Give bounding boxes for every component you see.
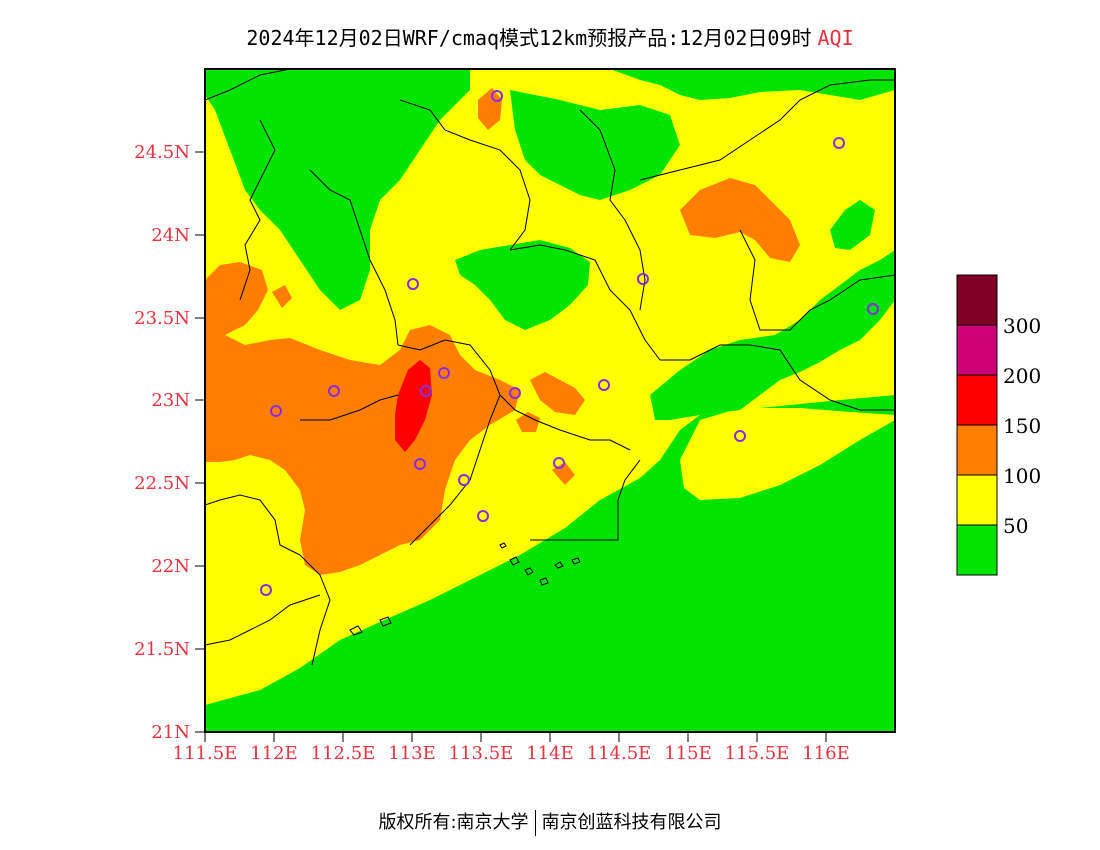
lon-tick-label: 115.5E	[725, 743, 790, 764]
station-marker	[553, 457, 565, 469]
legend-swatch-hazardous	[957, 275, 997, 325]
station-marker	[491, 90, 503, 102]
good-zone-center	[455, 240, 590, 330]
legend-label: 200	[1003, 364, 1041, 388]
station-marker	[458, 474, 470, 486]
good-zone-east-small	[830, 200, 875, 250]
title-variable: AQI	[817, 26, 854, 50]
legend-swatch-very-unhealthy	[957, 325, 997, 375]
footer-copyright: 版权所有:南京大学	[378, 812, 529, 833]
lon-tick-label: 113.5E	[449, 743, 514, 764]
sensitive-zone-north	[478, 88, 502, 130]
lat-tick-label: 21N	[151, 722, 190, 743]
station-marker	[637, 273, 649, 285]
sensitive-zone-east	[680, 178, 800, 262]
station-marker	[270, 405, 282, 417]
lon-tick-label: 111.5E	[173, 743, 238, 764]
station-marker	[833, 137, 845, 149]
legend-label: 300	[1003, 314, 1041, 338]
unhealthy-zone	[395, 360, 432, 452]
lat-tick-label: 22N	[151, 556, 190, 577]
island-outlines	[349, 542, 581, 636]
lon-tick-label: 115E	[664, 743, 712, 764]
station-marker	[414, 458, 426, 470]
title-text: 2024年12月02日WRF/cmaq模式12km预报产品:12月02日09时	[246, 26, 812, 50]
good-zone-north-center	[510, 90, 680, 200]
good-zone-north	[205, 69, 470, 310]
footer-divider	[534, 810, 536, 836]
sensitive-zone-center-east	[530, 372, 585, 415]
sensitive-zone-small-2	[516, 412, 540, 432]
station-marker	[420, 385, 432, 397]
lat-tick-label: 23N	[151, 390, 190, 411]
lat-tick-label: 21.5N	[134, 639, 190, 660]
lon-axis: 111.5E 112E 112.5E 113E 113.5E 114E 114.…	[173, 732, 850, 764]
sensitive-zone-west	[205, 262, 520, 575]
station-marker	[477, 510, 489, 522]
station-marker	[328, 385, 340, 397]
legend-swatch-sensitive	[957, 425, 997, 475]
map-title: 2024年12月02日WRF/cmaq模式12km预报产品:12月02日09时 A…	[0, 22, 1100, 51]
station-marker	[509, 387, 521, 399]
lon-tick-label: 116E	[802, 743, 850, 764]
legend-label: 50	[1003, 514, 1028, 538]
station-marker	[260, 584, 272, 596]
legend-swatch-moderate	[957, 475, 997, 525]
sensitive-zone-small-1	[272, 285, 292, 308]
legend-swatch-unhealthy	[957, 375, 997, 425]
legend-label: 150	[1003, 414, 1041, 438]
lat-tick-label: 23.5N	[134, 308, 190, 329]
lon-tick-label: 114E	[526, 743, 574, 764]
lon-tick-label: 113E	[388, 743, 436, 764]
station-marker	[734, 430, 746, 442]
station-marker	[867, 303, 879, 315]
good-zone-north-2	[270, 69, 345, 170]
copyright-footer: 版权所有:南京大学 南京创蓝科技有限公司	[0, 808, 1100, 836]
lon-tick-label: 112.5E	[311, 743, 376, 764]
good-zone-east-mid	[650, 250, 895, 420]
good-zone-north-east	[610, 69, 895, 100]
station-marker	[438, 367, 450, 379]
station-markers	[260, 90, 879, 596]
lon-tick-label: 112E	[250, 743, 298, 764]
lon-tick-label: 114.5E	[587, 743, 652, 764]
lat-tick-label: 24.5N	[134, 142, 190, 163]
good-zone-east-coast	[680, 408, 895, 500]
station-marker	[598, 379, 610, 391]
footer-company: 南京创蓝科技有限公司	[541, 812, 722, 833]
lat-axis: 21N 21.5N 22N 22.5N 23N 23.5N 24N 24.5N	[134, 142, 205, 743]
boundary-lines	[205, 69, 895, 666]
legend-label: 100	[1003, 464, 1041, 488]
lat-tick-label: 24N	[151, 225, 190, 246]
aqi-fill-layer	[205, 69, 895, 732]
station-marker	[407, 278, 419, 290]
legend-colorbar: 50 100 150 200 300	[956, 274, 1041, 576]
lat-tick-label: 22.5N	[134, 473, 190, 494]
legend-swatch-good	[957, 525, 997, 575]
